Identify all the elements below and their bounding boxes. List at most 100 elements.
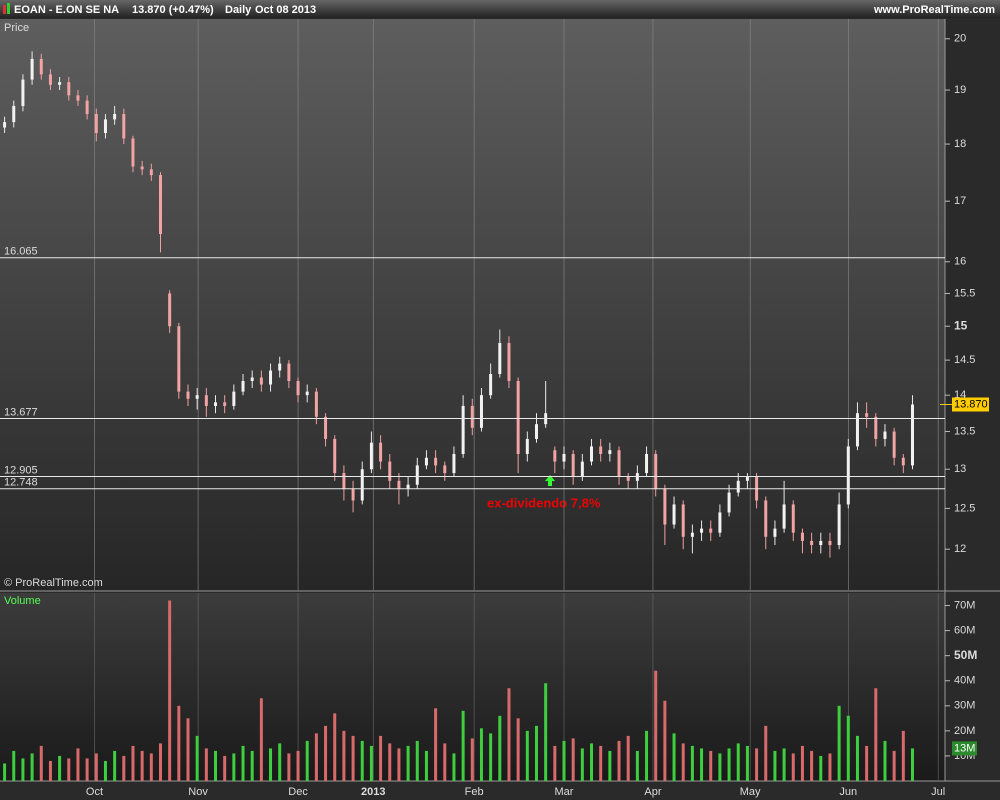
candle-body [443, 465, 447, 474]
candle-body [764, 500, 768, 537]
volume-bar [461, 710, 465, 781]
price-panel [0, 19, 945, 590]
y-tick-label: 12.5 [954, 502, 975, 514]
volume-bar [553, 745, 557, 781]
candle-body [608, 450, 612, 454]
candle-body [736, 480, 740, 493]
candle-body [782, 504, 786, 529]
candle-body [158, 175, 162, 235]
x-tick-label: Jun [839, 786, 857, 798]
y-tick-label: 20 [954, 33, 966, 45]
candle-body [232, 391, 236, 406]
candle-body [470, 405, 474, 428]
candle-body [874, 416, 878, 439]
candle-body [645, 453, 649, 474]
candle-body [709, 528, 713, 533]
volume-bar [810, 750, 814, 781]
candle-body [571, 453, 575, 477]
volume-bar [718, 753, 722, 781]
candle-body [397, 480, 401, 489]
candle-body [140, 166, 144, 170]
volume-bar [131, 745, 135, 781]
candle-body [324, 416, 328, 439]
symbol: EOAN - E.ON SE NA [14, 4, 119, 16]
volume-bar [186, 718, 190, 781]
volume-bar [397, 748, 401, 781]
y-tick-label: 18 [954, 138, 966, 150]
volume-bar [727, 748, 731, 781]
candle-body [113, 113, 117, 120]
volume-bar [617, 740, 621, 781]
candle-body [67, 82, 71, 96]
candle-body [727, 492, 731, 513]
candle-body [278, 363, 282, 371]
x-tick-label: Dec [288, 786, 308, 798]
y-tick-label: 30M [954, 700, 975, 712]
volume-bar [626, 735, 630, 781]
candle-body [461, 405, 465, 454]
y-tick-label: 40M [954, 675, 975, 687]
volume-bar [94, 753, 98, 781]
volume-bar [663, 700, 667, 781]
x-tick-label: Apr [644, 786, 661, 798]
y-tick-label: 13.5 [954, 425, 975, 437]
y-tick-label: 16 [954, 256, 966, 268]
candle-body [195, 395, 199, 399]
candle-body [424, 457, 428, 466]
volume-bar [214, 750, 218, 781]
x-tick-label: Jul [931, 786, 945, 798]
level-label: 12.748 [4, 477, 38, 489]
candle-body [846, 446, 850, 505]
volume-bar [837, 705, 841, 781]
volume-bar [690, 745, 694, 781]
candle-body [718, 512, 722, 533]
volume-bar [479, 728, 483, 781]
candle-body [296, 381, 300, 396]
level-label: 16.065 [4, 246, 38, 258]
candle-body [214, 402, 218, 406]
candle-body [525, 438, 529, 454]
candle-body [76, 95, 80, 101]
volume-bar [470, 738, 474, 781]
volume-bar [791, 753, 795, 781]
volume-bar [516, 718, 520, 781]
x-tick-label: Nov [188, 786, 208, 798]
volume-bar [745, 745, 749, 781]
volume-bar [590, 743, 594, 781]
volume-bar [819, 755, 823, 781]
volume-bar [525, 730, 529, 781]
candle-body [39, 58, 43, 75]
candle-body [452, 453, 456, 474]
volume-bar [764, 725, 768, 781]
candle-body [489, 373, 493, 396]
candle-body [103, 119, 107, 134]
price-title: Price [4, 22, 29, 34]
volume-bar [305, 740, 309, 781]
candle-body [745, 476, 749, 481]
volume-bar [489, 733, 493, 781]
volume-bar [287, 753, 291, 781]
volume-bar [681, 743, 685, 781]
volume-bar [599, 745, 603, 781]
candle-body [177, 326, 181, 392]
level-label: 13.677 [4, 406, 38, 418]
candle-body [434, 457, 438, 466]
volume-bar [177, 705, 181, 781]
volume-bar [580, 748, 584, 781]
candle-body [865, 413, 869, 417]
volume-bar [800, 745, 804, 781]
candle-body [314, 391, 318, 417]
candle-body [901, 457, 905, 466]
volume-bar [250, 750, 254, 781]
volume-bar [883, 740, 887, 781]
volume-bar [314, 733, 318, 781]
volume-bar [3, 763, 7, 781]
volume-bar [443, 743, 447, 781]
volume-bar [672, 733, 676, 781]
candle-body [516, 381, 520, 454]
candle-body [269, 370, 273, 385]
candle-body [700, 528, 704, 533]
marks: Oct Nov Dec 2013 Feb Mar Apr May Jun Jul 12 12.5 13 1… [0, 19, 989, 798]
candle-body [599, 446, 603, 454]
